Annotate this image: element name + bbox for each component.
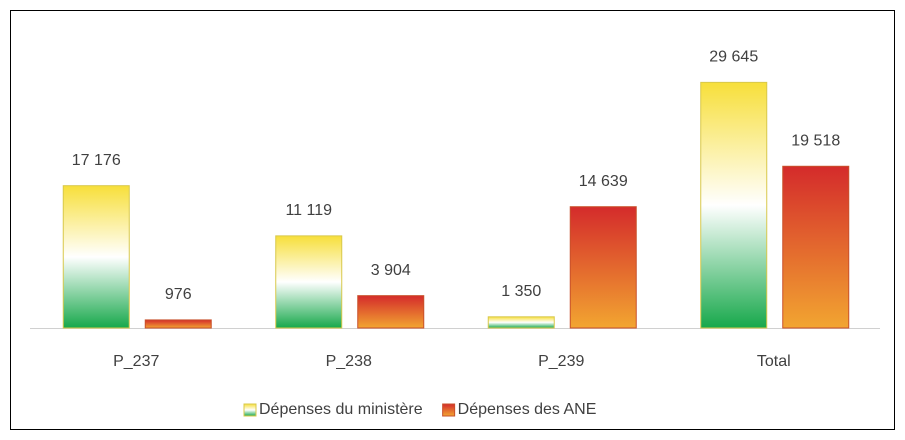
data-label: 17 176 bbox=[72, 152, 121, 169]
bar bbox=[144, 319, 212, 329]
legend-swatch bbox=[442, 403, 456, 417]
bar bbox=[487, 316, 555, 329]
data-label: 3 904 bbox=[371, 262, 411, 279]
bar bbox=[275, 235, 343, 329]
x-tick-label: Total bbox=[757, 353, 791, 370]
data-label: 29 645 bbox=[709, 49, 758, 66]
data-label: 19 518 bbox=[791, 132, 840, 149]
x-tick-label: P_238 bbox=[326, 353, 372, 370]
bar bbox=[700, 81, 768, 329]
data-label: 11 119 bbox=[285, 202, 332, 219]
data-label: 976 bbox=[165, 286, 192, 303]
legend-label: Dépenses du ministère bbox=[259, 401, 423, 418]
x-tick-label: P_239 bbox=[538, 353, 584, 370]
data-label: 14 639 bbox=[579, 173, 628, 190]
x-tick-label: P_237 bbox=[113, 353, 159, 370]
legend-label: Dépenses des ANE bbox=[458, 401, 597, 418]
bar bbox=[62, 185, 130, 329]
data-label: 1 350 bbox=[501, 283, 541, 300]
bar bbox=[569, 206, 637, 329]
legend-swatch bbox=[243, 403, 257, 417]
bar bbox=[782, 165, 850, 329]
bar bbox=[357, 295, 425, 329]
